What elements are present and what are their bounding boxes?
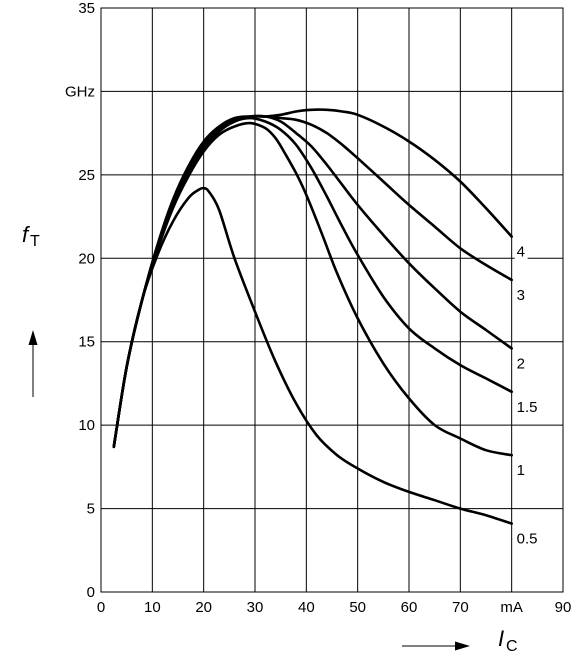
curve-label: 4 [517,244,525,261]
x-tick-labels: 0 10 20 30 40 50 60 70 mA 90 [97,599,572,616]
x-tick-label: 60 [401,599,418,616]
y-tick-label: 25 [78,167,95,184]
y-axis-symbol: f [22,222,31,247]
curve-label-bg [514,242,528,261]
curve-2 [112,114,513,449]
plot-frame [100,7,564,593]
grid [100,7,564,593]
y-tick-label: 0 [87,584,95,601]
curve-0.5 [112,186,513,525]
curve-label-bg [514,461,528,480]
y-tick-labels: 0 5 10 15 20 25 GHz 35 [65,0,95,601]
curve-label: 3 [517,287,525,304]
y-tick-label: 20 [78,250,95,267]
x-tick-label: 30 [247,599,264,616]
x-tick-label: 70 [452,599,469,616]
x-tick-label: 10 [144,599,161,616]
curve-label-bg [514,354,528,373]
y-tick-label: 5 [87,501,95,518]
x-tick-label: 0 [97,599,105,616]
curve-label: 0.5 [517,531,538,548]
x-tick-label: 90 [555,599,572,616]
y-tick-label: 15 [78,334,95,351]
y-tick-label: 35 [78,0,95,17]
curve-4 [112,108,513,449]
curve-1.5 [112,116,513,449]
x-tick-label: mA [500,599,523,616]
curve-label: 1 [517,462,525,479]
y-axis-subscript: T [30,233,40,250]
curve-label: 1.5 [517,399,538,416]
x-tick-label: 20 [195,599,212,616]
curves [112,108,513,525]
x-tick-label: 50 [349,599,366,616]
y-tick-label: 10 [78,417,95,434]
curve-label-bg [514,285,528,304]
x-axis-arrow [402,641,470,651]
curve-label: 2 [517,355,525,372]
curve-label-bg [514,529,546,548]
x-axis-subscript: C [506,638,518,655]
curve-labels: 0.5 1 1.5 2 3 4 [514,242,546,548]
y-tick-label: GHz [65,83,95,100]
x-tick-label: 40 [298,599,315,616]
curve-3 [112,114,513,449]
x-axis-symbol: I [498,626,504,651]
curve-label-bg [514,397,546,416]
y-axis-arrow [28,330,38,397]
